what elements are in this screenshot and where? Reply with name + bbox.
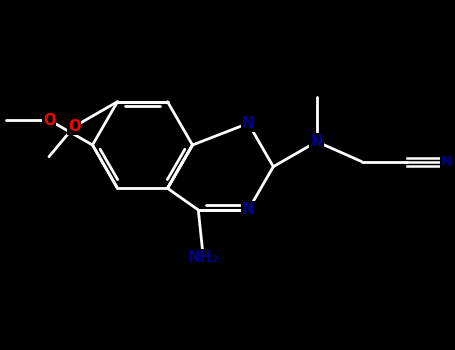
- Text: NH₂: NH₂: [188, 250, 219, 265]
- Text: N: N: [242, 116, 254, 131]
- Text: N: N: [242, 202, 254, 217]
- Text: N: N: [311, 134, 323, 149]
- Text: O: O: [68, 119, 80, 134]
- Text: N: N: [441, 155, 452, 168]
- Text: O: O: [43, 112, 55, 127]
